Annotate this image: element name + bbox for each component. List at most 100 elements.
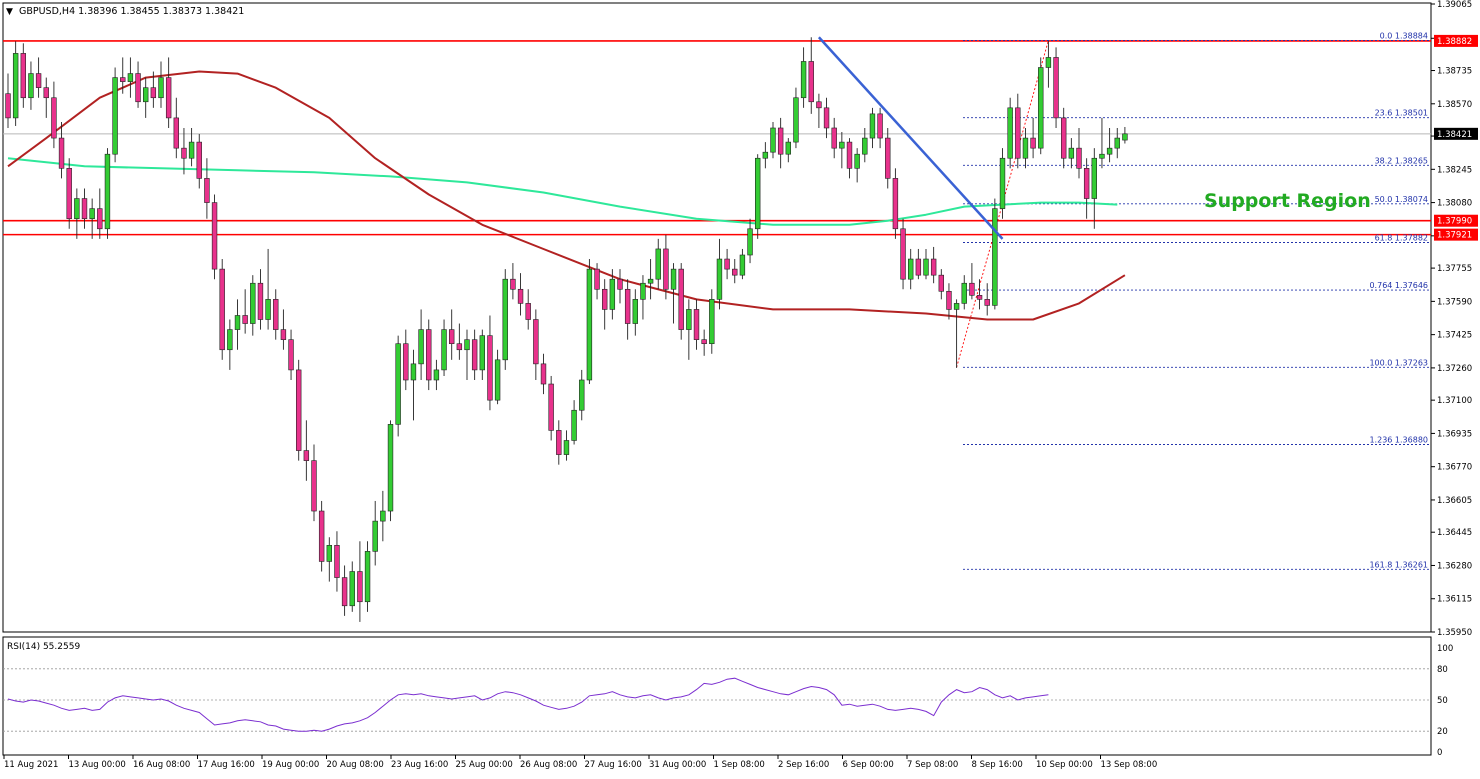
rsi-tick-label-3: 20 (1437, 727, 1448, 737)
candle-body (273, 299, 279, 330)
candle-body (701, 339, 707, 345)
candle-body (265, 299, 271, 320)
y-tick-label-13: 1.36935 (1437, 429, 1472, 439)
candle-body (724, 258, 730, 270)
candle-body (885, 137, 891, 179)
candle-body (433, 369, 440, 381)
y-tick-label-8: 1.37755 (1437, 264, 1472, 274)
candle-body (1007, 107, 1013, 159)
candle-body (571, 409, 577, 441)
candle-body (494, 359, 501, 401)
x-tick-label-17: 13 Sep 08:00 (1101, 760, 1158, 770)
axis-layer: 1.390651.388951.387351.385701.384101.382… (3, 0, 1478, 770)
candle-body (127, 73, 134, 82)
candle-body (992, 208, 998, 306)
rsi-tick-label-4: 0 (1437, 748, 1442, 758)
candle-129 (992, 198, 998, 310)
candle-body (892, 178, 899, 230)
candle-body (846, 141, 853, 169)
candle-64 (494, 349, 501, 405)
candle-13 (104, 148, 111, 239)
x-tick-label-12: 2 Sep 16:00 (778, 760, 829, 770)
candle-body (303, 450, 310, 461)
fib-level-label-6: 100.0 1.37263 (1369, 358, 1428, 367)
candle-body (915, 258, 922, 276)
candle-body (74, 198, 80, 220)
candle-body (341, 577, 348, 607)
candle-body (311, 460, 317, 512)
candle-body (456, 343, 463, 351)
candle-75 (579, 369, 585, 421)
candle-body (663, 248, 669, 290)
candle-6 (51, 81, 57, 149)
candle-body (1122, 133, 1128, 141)
descending-trendline (817, 36, 1004, 240)
candle-1 (12, 41, 19, 126)
candle-120 (923, 248, 929, 280)
candle-33 (257, 269, 264, 330)
candle-116 (892, 168, 899, 239)
candle-56 (433, 359, 440, 391)
candle-68 (525, 289, 531, 330)
candle-51 (395, 335, 401, 437)
candle-95 (732, 259, 738, 284)
candle-8 (66, 158, 72, 229)
rsi-tick-label-2: 50 (1437, 696, 1448, 706)
candle-60 (464, 329, 470, 380)
fib-level-label-8: 161.8 1.36261 (1369, 560, 1428, 569)
candle-101 (777, 117, 784, 169)
candle-body (326, 545, 332, 562)
candle-134 (1030, 117, 1036, 159)
candle-112 (862, 127, 868, 163)
candle-141 (1083, 158, 1090, 219)
candle-body (288, 339, 294, 371)
candle-body (854, 153, 860, 169)
level-price-tag-0-box (1434, 34, 1478, 47)
candle-body (869, 113, 876, 139)
x-tick-label-5: 20 Aug 08:00 (327, 760, 384, 770)
y-tick-label-0: 1.39065 (1437, 0, 1472, 10)
fib-level-label-2: 38.2 1.38265 (1375, 156, 1428, 165)
candle-91 (701, 329, 707, 356)
candle-2 (20, 43, 26, 108)
y-tick-label-2: 1.38735 (1437, 67, 1472, 77)
candle-body (387, 424, 394, 512)
candle-body (143, 87, 149, 103)
y-tick-label-9: 1.37590 (1437, 297, 1472, 307)
x-tick-label-10: 31 Aug 00:00 (649, 760, 706, 770)
candle-83 (640, 275, 646, 320)
y-tick-label-19: 1.35950 (1437, 628, 1472, 638)
candle-body (120, 77, 126, 82)
candle-body (747, 228, 753, 256)
candle-98 (754, 154, 761, 239)
candle-body (693, 309, 700, 340)
candle-146 (1122, 126, 1128, 144)
candle-87 (670, 263, 677, 324)
candle-57 (441, 319, 447, 376)
candle-117 (900, 218, 906, 290)
current-price-tag-box (1434, 127, 1478, 140)
candle-92 (709, 289, 715, 354)
candle-108 (831, 117, 837, 159)
candle-body (448, 329, 455, 345)
candle-body (35, 73, 42, 88)
candle-12 (97, 188, 103, 239)
candle-body (502, 278, 508, 361)
candle-body (426, 329, 432, 381)
candle-76 (586, 259, 593, 385)
support-region-label: Support Region (1204, 190, 1371, 212)
candle-body (816, 101, 822, 109)
candle-body (533, 319, 539, 365)
fib-level-label-1: 23.6 1.38501 (1375, 109, 1428, 118)
candle-body (1068, 147, 1075, 159)
trendline-layer (817, 36, 1004, 240)
candle-body (227, 329, 233, 351)
candle-body (594, 268, 600, 290)
candle-103 (793, 87, 799, 149)
candle-body (823, 107, 830, 129)
candle-body (471, 339, 478, 371)
x-tick-label-2: 16 Aug 08:00 (133, 760, 190, 770)
candle-143 (1099, 117, 1105, 169)
candle-128 (984, 283, 990, 316)
